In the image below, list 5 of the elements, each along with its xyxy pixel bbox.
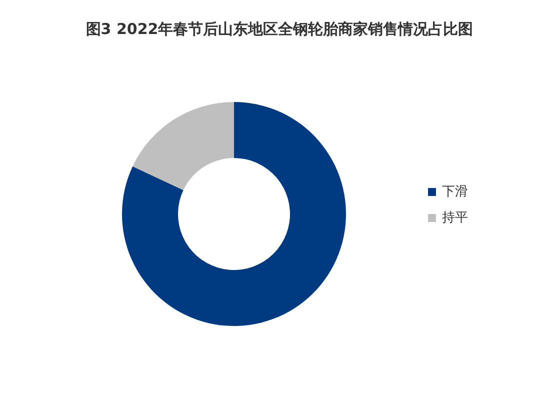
legend-label: 持平 bbox=[442, 210, 468, 226]
chart-title: 图3 2022年春节后山东地区全钢轮胎商家销售情况占比图 bbox=[86, 20, 474, 38]
donut-slice bbox=[122, 102, 346, 326]
donut-slice bbox=[132, 102, 234, 190]
legend-label: 下滑 bbox=[442, 184, 468, 200]
